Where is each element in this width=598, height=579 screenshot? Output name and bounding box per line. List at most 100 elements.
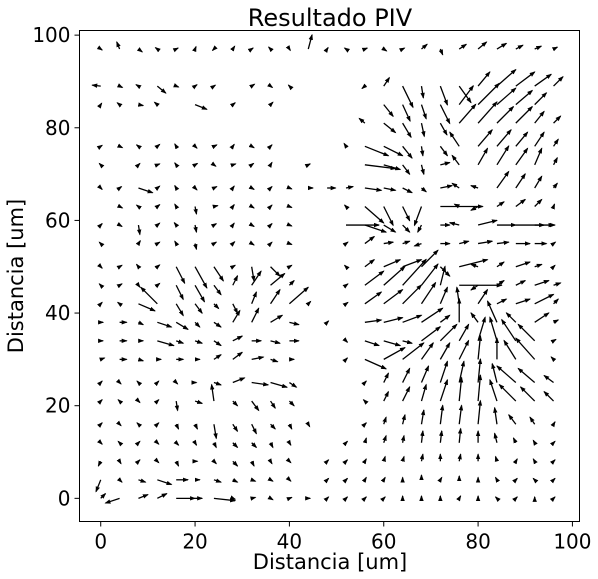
velocity-arrow-239 — [251, 270, 262, 286]
velocity-arrow-159 — [496, 201, 505, 208]
velocity-arrow-212 — [175, 266, 186, 285]
velocity-arrow-161 — [534, 198, 543, 207]
velocity-arrow-338 — [402, 342, 425, 360]
velocity-arrow-433 — [493, 432, 498, 443]
velocity-arrow-163 — [97, 222, 103, 229]
velocity-arrow-136 — [470, 185, 479, 190]
velocity-arrow-116 — [97, 184, 103, 191]
velocity-arrow-288 — [289, 321, 300, 326]
velocity-arrow-197 — [364, 235, 376, 245]
velocity-arrow-455 — [457, 453, 462, 462]
velocity-arrow-293 — [421, 307, 444, 323]
velocity-arrow-10 — [285, 45, 291, 52]
velocity-arrow-24 — [551, 46, 559, 52]
velocity-arrow-332 — [251, 355, 265, 361]
velocity-arrow-50 — [194, 104, 208, 110]
velocity-arrow-3 — [154, 47, 161, 53]
velocity-arrow-114 — [534, 147, 543, 166]
velocity-arrow-68 — [477, 101, 498, 124]
velocity-arrow-8 — [247, 47, 254, 53]
velocity-arrow-317 — [439, 323, 458, 342]
velocity-arrow-336 — [364, 358, 388, 370]
velocity-arrow-339 — [420, 342, 434, 360]
velocity-arrow-401 — [287, 423, 293, 430]
velocity-arrow-452 — [400, 455, 405, 462]
velocity-arrow-484 — [549, 477, 556, 484]
velocity-arrow-434 — [512, 437, 518, 444]
velocity-arrow-307 — [213, 340, 222, 347]
velocity-arrow-258 — [175, 303, 184, 317]
velocity-arrow-499 — [361, 496, 367, 503]
velocity-arrow-459 — [532, 458, 538, 465]
velocity-arrow-203 — [477, 239, 494, 245]
velocity-arrow-399 — [251, 423, 257, 435]
velocity-arrow-406 — [420, 409, 426, 425]
velocity-arrow-110 — [451, 154, 460, 166]
velocity-arrow-420 — [212, 442, 217, 449]
velocity-arrow-333 — [270, 358, 279, 363]
velocity-arrow-94 — [553, 138, 559, 147]
velocity-arrow-458 — [512, 458, 518, 465]
velocity-arrow-443 — [211, 458, 217, 465]
velocity-arrow-143 — [154, 204, 161, 210]
velocity-arrow-286 — [251, 307, 260, 323]
velocity-arrow-35 — [361, 83, 368, 90]
velocity-arrow-216 — [251, 266, 256, 282]
velocity-arrow-75 — [135, 144, 142, 150]
velocity-arrow-191 — [210, 241, 218, 247]
velocity-arrow-486 — [104, 497, 120, 504]
velocity-arrow-158 — [470, 205, 479, 211]
velocity-arrow-384 — [439, 378, 449, 402]
velocity-arrow-169 — [210, 223, 218, 229]
velocity-arrow-468 — [232, 477, 239, 483]
velocity-arrow-381 — [383, 390, 390, 402]
velocity-arrow-55 — [420, 104, 427, 120]
velocity-arrow-431 — [457, 427, 463, 443]
velocity-arrow-93 — [534, 131, 545, 147]
velocity-arrow-377 — [251, 400, 260, 412]
velocity-arrow-395 — [174, 423, 180, 430]
velocity-arrow-462 — [116, 477, 123, 483]
velocity-arrow-65 — [420, 123, 426, 138]
velocity-arrow-57 — [458, 84, 474, 106]
velocity-arrow-348 — [115, 378, 122, 385]
velocity-arrow-51 — [229, 102, 236, 108]
velocity-arrow-42 — [496, 68, 517, 87]
velocity-arrow-118 — [138, 187, 154, 194]
velocity-arrow-95 — [98, 162, 105, 169]
velocity-arrow-280 — [137, 320, 145, 326]
velocity-arrow-300 — [552, 319, 560, 325]
y-tick-label: 20 — [45, 394, 70, 418]
velocity-arrow-330 — [213, 354, 222, 360]
velocity-arrow-485 — [100, 492, 107, 499]
velocity-arrow-457 — [494, 455, 500, 462]
velocity-arrow-187 — [135, 239, 141, 247]
velocity-arrow-100 — [210, 161, 217, 167]
velocity-arrow-368 — [543, 374, 554, 384]
velocity-arrow-117 — [116, 185, 123, 192]
velocity-arrow-125 — [266, 185, 273, 192]
velocity-arrow-493 — [250, 496, 257, 501]
velocity-arrow-85 — [383, 145, 404, 157]
velocity-arrow-234 — [154, 282, 161, 289]
velocity-arrow-121 — [191, 184, 198, 191]
velocity-arrow-305 — [175, 339, 185, 344]
arrow-layer — [91, 33, 564, 504]
velocity-arrow-0 — [96, 45, 103, 51]
velocity-arrow-473 — [342, 477, 349, 484]
velocity-arrow-137 — [496, 170, 510, 189]
velocity-arrow-269 — [402, 284, 423, 305]
velocity-arrow-403 — [361, 422, 367, 428]
velocity-arrow-428 — [400, 434, 406, 443]
velocity-arrow-314 — [383, 340, 402, 347]
velocity-arrow-357 — [289, 381, 298, 388]
velocity-arrow-37 — [402, 85, 414, 109]
velocity-arrow-370 — [117, 398, 124, 405]
velocity-arrow-467 — [213, 478, 222, 483]
velocity-arrow-111 — [477, 147, 489, 166]
velocity-arrow-349 — [136, 380, 143, 387]
velocity-arrow-266 — [342, 301, 349, 308]
velocity-arrow-507 — [512, 496, 518, 503]
velocity-arrow-235 — [175, 284, 184, 301]
velocity-arrow-145 — [193, 206, 198, 216]
